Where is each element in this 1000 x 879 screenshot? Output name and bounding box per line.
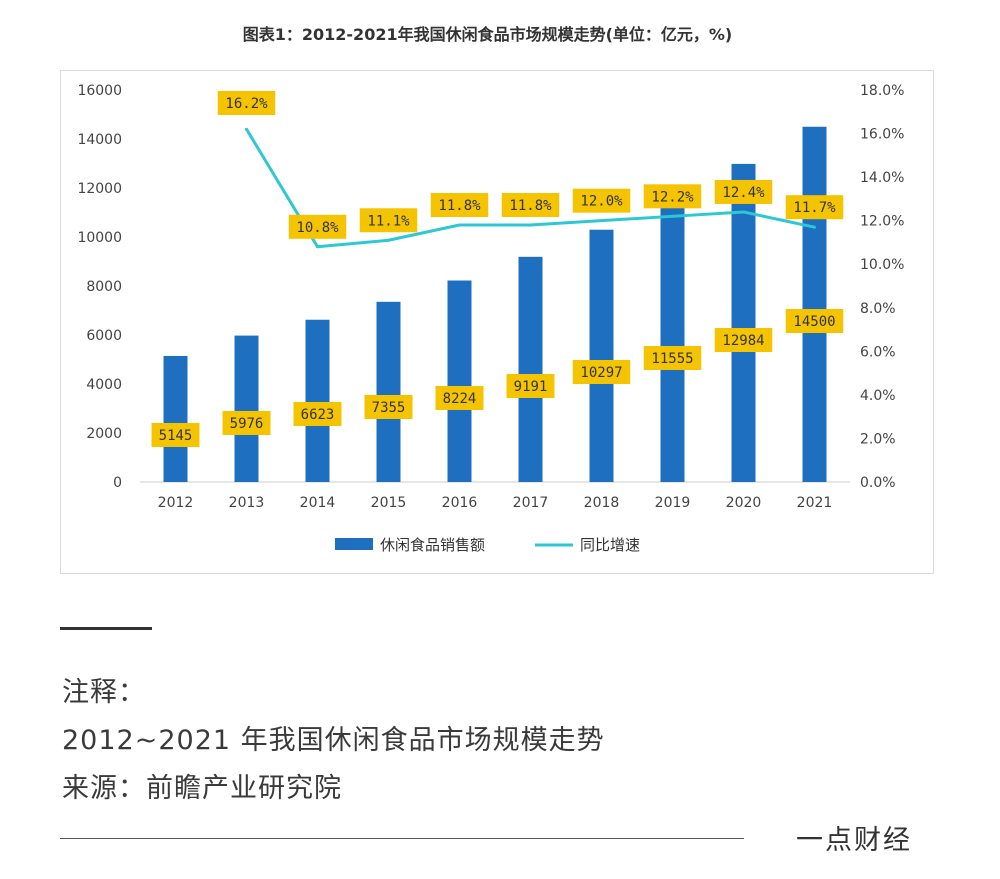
bar <box>447 280 472 482</box>
bar-data-label: 7355 <box>372 400 406 416</box>
line-data-label-bg <box>785 195 844 220</box>
bar-data-label-bg <box>364 395 413 419</box>
y2-tick-label: 0.0% <box>860 475 896 491</box>
brand-logo-text: 一点财经 <box>796 825 912 856</box>
bar-data-label-bg <box>714 328 773 352</box>
divider-long <box>60 838 744 839</box>
line-data-label: 12.4% <box>722 185 765 201</box>
line-data-label: 11.8% <box>438 198 481 214</box>
bar <box>589 229 614 482</box>
x-tick-label: 2021 <box>797 495 833 511</box>
bar-data-label-bg <box>506 374 555 398</box>
bar <box>518 256 543 482</box>
bar-data-label: 10297 <box>580 365 622 381</box>
bar-data-label-bg <box>222 411 271 435</box>
bar-data-label: 5145 <box>159 428 193 444</box>
line-data-label-bg <box>643 184 702 209</box>
line-point <box>245 127 248 131</box>
legend-swatch-bar <box>335 538 373 550</box>
legend-label-line: 同比增速 <box>580 536 640 554</box>
y-tick-label: 2000 <box>86 426 122 442</box>
line-point <box>316 245 319 249</box>
x-tick-label: 2014 <box>300 495 336 511</box>
notes-line1: 2012~2021 年我国休闲食品市场规模走势 <box>62 725 605 756</box>
x-tick-label: 2016 <box>442 495 478 511</box>
y2-tick-label: 14.0% <box>860 170 904 186</box>
x-tick-label: 2013 <box>229 495 265 511</box>
line-point <box>600 219 603 223</box>
y-tick-label: 8000 <box>86 279 122 295</box>
legend-label-bar: 休闲食品销售额 <box>380 536 485 554</box>
line-data-label: 12.2% <box>651 189 694 205</box>
x-tick-label: 2012 <box>158 495 194 511</box>
line-point <box>458 223 461 227</box>
bar <box>234 335 259 482</box>
bar <box>660 198 685 482</box>
bar <box>731 163 756 482</box>
y2-tick-label: 18.0% <box>860 83 904 99</box>
line-data-label: 11.1% <box>367 213 410 229</box>
notes-line2: 来源：前瞻产业研究院 <box>62 773 342 804</box>
line-point <box>671 214 674 218</box>
bar-data-label: 6623 <box>301 407 335 423</box>
y2-tick-label: 2.0% <box>860 431 896 447</box>
y-tick-label: 16000 <box>77 83 122 99</box>
y-tick-label: 14000 <box>77 132 122 148</box>
line-data-label: 11.7% <box>793 200 836 216</box>
chart-frame <box>60 70 934 574</box>
chart-title: 图表1：2012-2021年我国休闲食品市场规模走势(单位：亿元，%) <box>243 25 733 44</box>
bar-data-label-bg <box>435 386 484 410</box>
y2-tick-label: 10.0% <box>860 257 904 273</box>
bar-data-label-bg <box>151 423 200 447</box>
bar-data-label-bg <box>293 402 342 426</box>
y-tick-label: 0 <box>113 475 122 491</box>
line-point <box>529 223 532 227</box>
y-tick-label: 6000 <box>86 328 122 344</box>
notes-heading: 注释： <box>62 677 146 708</box>
line-data-label-bg <box>430 193 489 218</box>
chart-svg: 图表1：2012-2021年我国休闲食品市场规模走势(单位：亿元，%) 0 2000… <box>60 25 934 574</box>
bar <box>305 319 330 482</box>
line-data-label-bg <box>288 214 347 239</box>
line-data-label-bg <box>714 179 773 204</box>
x-tick-label: 2020 <box>726 495 762 511</box>
bar-data-label: 12984 <box>722 333 764 349</box>
line-point <box>387 238 390 242</box>
bar-data-label: 5976 <box>230 416 264 432</box>
y-tick-label: 4000 <box>86 377 122 393</box>
line-point <box>813 225 816 229</box>
line-data-label: 11.8% <box>509 198 552 214</box>
bar <box>802 126 827 482</box>
bar-data-label: 11555 <box>651 351 693 367</box>
y-tick-label: 10000 <box>77 230 122 246</box>
bar-data-label: 8224 <box>443 391 477 407</box>
line-point <box>742 210 745 214</box>
bar-data-label-bg <box>785 309 844 333</box>
x-tick-label: 2019 <box>655 495 691 511</box>
divider-short <box>60 627 152 630</box>
bar-data-label: 14500 <box>793 314 835 330</box>
line-data-label: 12.0% <box>580 194 623 210</box>
y2-tick-label: 6.0% <box>860 344 896 360</box>
line-data-label: 10.8% <box>296 220 339 236</box>
line-data-label-bg <box>572 188 631 213</box>
line-data-label-bg <box>501 193 560 218</box>
chart: 图表1：2012-2021年我国休闲食品市场规模走势(单位：亿元，%) 0 2000… <box>60 15 935 575</box>
line-data-label: 16.2% <box>225 96 268 112</box>
line-data-label-bg <box>217 91 276 115</box>
bar-data-label-bg <box>572 360 631 384</box>
x-tick-label: 2018 <box>584 495 620 511</box>
bar <box>376 301 401 482</box>
y2-tick-label: 12.0% <box>860 214 904 230</box>
line-data-label-bg <box>359 208 418 233</box>
y2-tick-label: 4.0% <box>860 388 896 404</box>
bar-data-label: 9191 <box>514 379 548 395</box>
x-tick-label: 2015 <box>371 495 407 511</box>
y2-tick-label: 8.0% <box>860 301 896 317</box>
y-tick-label: 12000 <box>77 181 122 197</box>
x-tick-label: 2017 <box>513 495 549 511</box>
y2-tick-label: 16.0% <box>860 127 904 143</box>
bar-data-label-bg <box>643 346 702 370</box>
bar <box>163 355 188 482</box>
